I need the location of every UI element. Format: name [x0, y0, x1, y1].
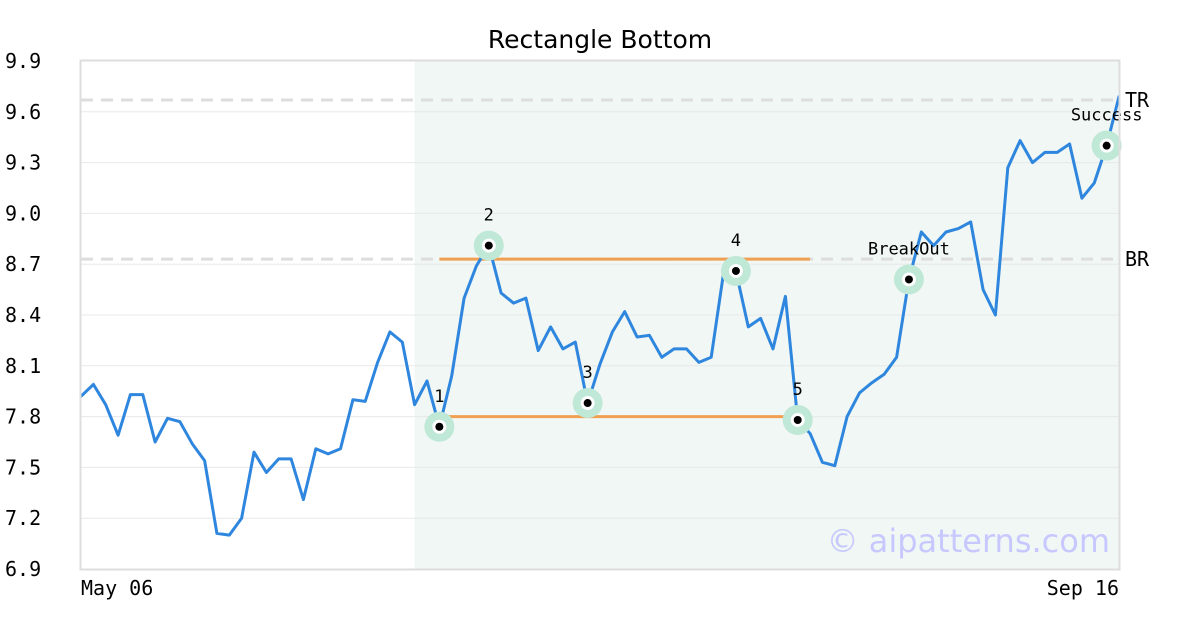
level-label-tr: TR — [1125, 88, 1150, 112]
point-label-1: 1 — [434, 387, 444, 407]
y-tick-label: 9.9 — [5, 49, 41, 73]
y-tick-label: 6.9 — [5, 557, 41, 581]
point-label-breakout: BreakOut — [868, 239, 950, 259]
y-tick-label: 9.6 — [5, 100, 41, 124]
point-label-2: 2 — [484, 206, 494, 226]
point-marker-4 — [731, 266, 740, 275]
y-tick-label: 9.3 — [5, 151, 41, 175]
y-tick-label: 7.2 — [5, 506, 41, 530]
y-tick-label: 9.0 — [5, 201, 41, 225]
plot-frame — [79, 59, 1121, 571]
point-marker-5 — [793, 415, 802, 424]
level-label-br: BR — [1125, 247, 1150, 271]
point-marker-1 — [435, 422, 444, 431]
y-tick-label: 8.1 — [5, 354, 41, 378]
price-series-line — [79, 95, 1121, 537]
y-tick-label: 8.7 — [5, 252, 41, 276]
watermark: © aipatterns.com — [827, 522, 1110, 560]
point-marker-breakout — [904, 275, 913, 284]
point-label-3: 3 — [583, 363, 593, 383]
chart-title: Rectangle Bottom — [488, 25, 712, 54]
y-tick-label: 8.4 — [5, 303, 41, 327]
x-tick-label: Sep 16 — [1047, 576, 1119, 600]
point-marker-success — [1102, 141, 1111, 150]
point-marker-2 — [484, 241, 493, 250]
y-tick-label: 7.5 — [5, 455, 41, 479]
point-label-success: Success — [1071, 106, 1143, 126]
x-tick-label: May 06 — [81, 576, 153, 600]
point-marker-3 — [583, 399, 592, 408]
y-tick-label: 7.8 — [5, 405, 41, 429]
point-label-5: 5 — [793, 380, 803, 400]
point-label-4: 4 — [731, 231, 741, 251]
